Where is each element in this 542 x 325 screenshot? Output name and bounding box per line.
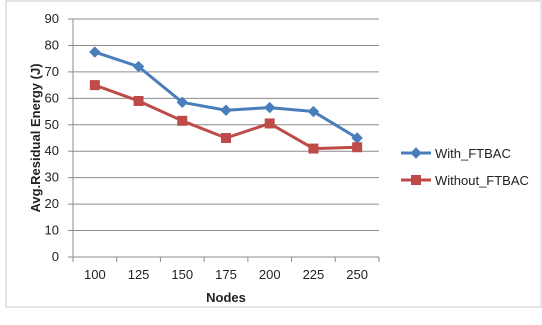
y-tick-label: 20 <box>45 196 59 211</box>
gridlines <box>73 18 379 232</box>
y-tick-label: 0 <box>52 249 59 264</box>
x-tick-label: 250 <box>346 267 368 282</box>
legend-marker <box>410 147 422 159</box>
line-chart: 0 10 20 30 40 50 60 70 80 90 100 125 150 175 200 225 25… <box>5 0 542 308</box>
axes <box>68 18 380 262</box>
x-axis-title: Nodes <box>206 290 246 305</box>
x-tick-label: 225 <box>303 267 325 282</box>
x-tick-label: 100 <box>84 267 106 282</box>
x-tick-label: 200 <box>259 267 281 282</box>
legend-item: Without_FTBAC <box>401 173 529 188</box>
legend-label: With_FTBAC <box>435 146 511 161</box>
x-tick-labels: 100 125 150 175 200 225 250 <box>84 267 368 282</box>
legend-marker <box>411 175 421 185</box>
y-tick-label: 60 <box>45 90 59 105</box>
y-tick-label: 30 <box>45 170 59 185</box>
x-tick-label: 175 <box>215 267 237 282</box>
data-point <box>133 95 144 106</box>
data-point <box>221 133 231 143</box>
data-point <box>132 60 145 73</box>
legend-label: Without_FTBAC <box>435 173 529 188</box>
data-point <box>264 101 276 114</box>
data-point <box>89 46 101 58</box>
data-point <box>264 118 275 129</box>
chart-frame: 0 10 20 30 40 50 60 70 80 90 100 125 150 175 200 225 25… <box>3 0 542 308</box>
series-without-ftbac <box>89 80 363 154</box>
data-point <box>89 80 100 91</box>
y-tick-label: 80 <box>45 37 59 52</box>
data-point <box>220 104 232 116</box>
x-tick-label: 150 <box>171 267 193 282</box>
data-point <box>352 142 363 153</box>
y-axis-title: Avg.Residual Energy (J) <box>28 63 43 212</box>
data-point <box>307 105 320 118</box>
y-tick-label: 40 <box>45 143 59 158</box>
legend-item: With_FTBAC <box>401 146 511 161</box>
y-tick-label: 70 <box>45 64 59 79</box>
data-point <box>176 96 188 109</box>
series-with-ftbac <box>89 46 363 144</box>
x-tick-label: 125 <box>128 267 150 282</box>
y-tick-labels: 0 10 20 30 40 50 60 70 80 90 <box>45 11 59 264</box>
y-tick-label: 50 <box>45 117 59 132</box>
series <box>89 46 363 154</box>
y-tick-label: 90 <box>45 11 59 26</box>
y-tick-label: 10 <box>45 223 59 238</box>
data-point <box>177 115 188 126</box>
data-point <box>308 143 319 154</box>
legend: With_FTBAC Without_FTBAC <box>401 146 529 188</box>
